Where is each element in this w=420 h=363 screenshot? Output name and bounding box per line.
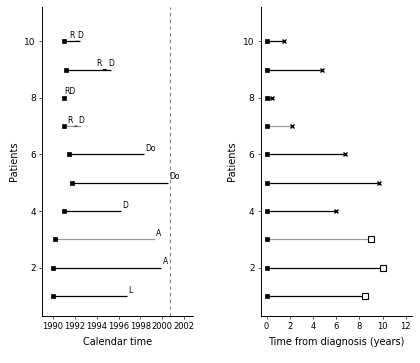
Text: R: R xyxy=(68,116,73,125)
Text: Do: Do xyxy=(145,144,155,153)
Text: Do: Do xyxy=(169,172,179,182)
Text: A: A xyxy=(156,229,161,238)
X-axis label: Time from diagnosis (years): Time from diagnosis (years) xyxy=(268,337,404,347)
Text: D: D xyxy=(79,116,84,125)
Text: A: A xyxy=(163,257,168,266)
X-axis label: Calendar time: Calendar time xyxy=(83,337,152,347)
Text: RD: RD xyxy=(65,87,76,97)
Text: R: R xyxy=(96,59,102,68)
Text: D: D xyxy=(122,201,128,210)
Text: D: D xyxy=(77,31,83,40)
Y-axis label: Patients: Patients xyxy=(228,142,237,181)
Text: L: L xyxy=(129,286,133,295)
Text: R: R xyxy=(69,31,74,40)
Text: D: D xyxy=(108,59,114,68)
Y-axis label: Patients: Patients xyxy=(9,142,19,181)
